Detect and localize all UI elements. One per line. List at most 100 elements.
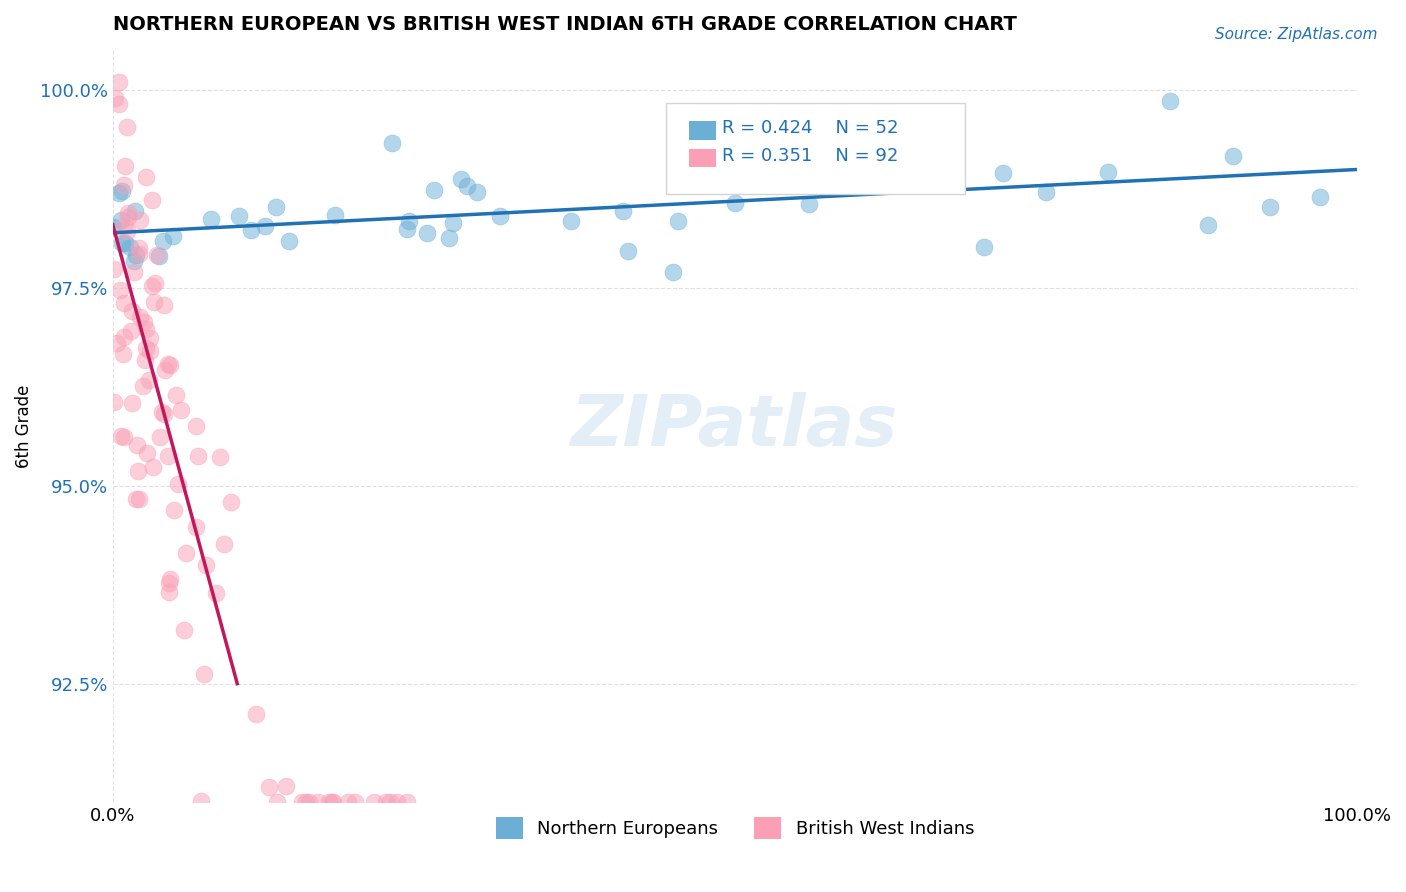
Point (336, 795, 359, 809)
Point (150, 405, 173, 419)
Point (228, 210, 250, 224)
Point (387, 795, 409, 809)
Point (378, 795, 401, 809)
Point (124, 203, 146, 218)
Point (101, 219, 124, 234)
Point (128, 310, 150, 324)
Point (441, 216, 464, 230)
Text: R = 0.424    N = 52: R = 0.424 N = 52 (723, 120, 898, 137)
Point (763, 159, 786, 173)
Point (153, 298, 176, 312)
Point (318, 795, 340, 809)
Point (173, 623, 195, 637)
Point (488, 209, 510, 223)
Point (291, 795, 314, 809)
Point (616, 244, 638, 259)
Point (276, 779, 298, 793)
Point (724, 196, 747, 211)
Point (1197, 218, 1219, 232)
Point (122, 254, 145, 268)
Point (298, 795, 321, 809)
Point (416, 226, 439, 240)
Text: Source: ZipAtlas.com: Source: ZipAtlas.com (1215, 27, 1378, 42)
Point (138, 331, 160, 345)
Point (112, 178, 135, 193)
Point (560, 214, 582, 228)
FancyBboxPatch shape (689, 120, 716, 139)
Point (612, 203, 634, 218)
Point (307, 795, 329, 809)
Point (666, 213, 689, 227)
Point (323, 208, 346, 222)
Point (186, 418, 208, 433)
Point (214, 537, 236, 551)
Point (398, 214, 420, 228)
Point (162, 229, 184, 244)
Point (110, 429, 132, 443)
Point (363, 795, 385, 809)
Point (993, 166, 1015, 180)
Point (108, 97, 131, 112)
Point (165, 387, 187, 401)
Point (135, 341, 157, 355)
Point (973, 240, 995, 254)
Point (942, 152, 965, 166)
Point (112, 296, 135, 310)
Point (111, 347, 134, 361)
Point (141, 193, 163, 207)
Point (322, 795, 344, 809)
Point (205, 586, 228, 600)
Point (129, 212, 152, 227)
Point (814, 179, 837, 194)
Point (141, 279, 163, 293)
Point (1309, 189, 1331, 203)
Point (122, 265, 145, 279)
Point (187, 449, 209, 463)
Point (128, 491, 150, 506)
Point (127, 438, 149, 452)
Point (170, 403, 193, 417)
Point (114, 330, 136, 344)
Point (142, 295, 165, 310)
Point (245, 706, 267, 721)
Point (437, 231, 460, 245)
FancyBboxPatch shape (666, 103, 965, 194)
Point (1159, 94, 1181, 108)
Point (456, 178, 478, 193)
Y-axis label: 6th Grade: 6th Grade (15, 384, 32, 468)
Point (396, 222, 419, 236)
Point (139, 344, 162, 359)
Point (125, 492, 148, 507)
Point (162, 503, 184, 517)
Point (117, 206, 139, 220)
Point (159, 358, 181, 372)
Point (209, 450, 232, 464)
Point (240, 223, 263, 237)
Point (1222, 149, 1244, 163)
Point (110, 212, 132, 227)
Point (395, 795, 418, 809)
Point (153, 363, 176, 377)
Point (107, 335, 129, 350)
Point (184, 520, 207, 534)
Point (266, 795, 288, 809)
Point (115, 120, 138, 134)
Point (108, 283, 131, 297)
Point (104, 91, 127, 105)
Point (114, 235, 136, 250)
Text: ZIPatlas: ZIPatlas (571, 392, 898, 461)
Point (132, 314, 155, 328)
Point (321, 795, 343, 809)
Point (138, 373, 160, 387)
Point (797, 197, 820, 211)
Point (120, 324, 142, 338)
Point (142, 459, 165, 474)
Point (125, 248, 148, 262)
Point (1097, 165, 1119, 179)
Point (135, 169, 157, 184)
Point (115, 224, 138, 238)
Point (253, 219, 276, 233)
Point (294, 795, 316, 809)
Point (257, 780, 280, 794)
Legend: Northern Europeans, British West Indians: Northern Europeans, British West Indians (488, 809, 981, 846)
